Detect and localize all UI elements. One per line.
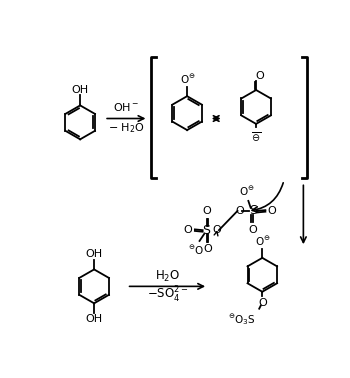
Text: OH: OH [85,249,103,259]
Text: S: S [203,224,210,237]
Text: O: O [202,206,211,216]
Text: O$^{\ominus}$: O$^{\ominus}$ [180,73,196,86]
FancyArrowPatch shape [252,183,283,212]
Text: OH$^-$: OH$^-$ [113,101,140,113]
Text: O: O [268,206,276,216]
Text: $-$ H$_2$O: $-$ H$_2$O [108,122,145,135]
Text: $\overline{\ominus}$: $\overline{\ominus}$ [251,130,261,144]
Text: O: O [258,298,267,308]
Text: O: O [256,71,264,81]
Text: O$^{\ominus}$: O$^{\ominus}$ [255,235,271,248]
Text: $^{\ominus}$O: $^{\ominus}$O [188,244,204,257]
Text: H$_2$O: H$_2$O [155,269,180,284]
Text: OH: OH [72,85,89,94]
Text: $^{\ominus}$O$_3$S: $^{\ominus}$O$_3$S [229,312,256,327]
Text: O: O [248,225,257,235]
Text: O: O [212,225,221,235]
Text: O: O [183,225,192,235]
Text: $-$SO$_4^{2-}$: $-$SO$_4^{2-}$ [147,285,189,305]
FancyArrowPatch shape [214,232,218,236]
Text: O: O [236,206,244,216]
Text: OH: OH [85,314,103,324]
Text: O$^{\ominus}$: O$^{\ominus}$ [239,185,254,198]
Text: O: O [203,244,212,254]
Text: S: S [249,204,257,217]
